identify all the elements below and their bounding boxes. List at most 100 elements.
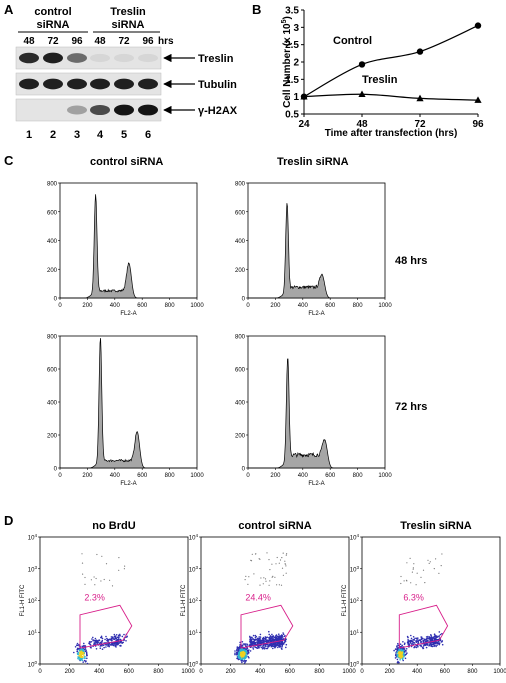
- y-tick-label: 104: [28, 533, 38, 542]
- event-dot: [260, 639, 263, 642]
- event-dot: [80, 653, 82, 656]
- event-dot: [407, 642, 410, 645]
- event-dot: [428, 636, 431, 638]
- event-dot: [263, 648, 266, 650]
- event-dot: [261, 647, 264, 650]
- event-dot: [78, 653, 81, 655]
- event-dot: [262, 636, 265, 639]
- event-dot: [93, 639, 96, 642]
- event-dot: [285, 638, 287, 641]
- event-dot: [266, 636, 269, 638]
- event-dot: [101, 637, 104, 640]
- event-dot: [425, 646, 428, 649]
- event-dot: [285, 554, 287, 556]
- event-dot: [80, 659, 82, 661]
- event-dot: [78, 649, 81, 652]
- control-group-label-2: siRNA: [36, 19, 69, 31]
- event-dot: [83, 659, 86, 662]
- event-dot: [397, 642, 399, 645]
- event-dot: [403, 652, 405, 655]
- event-dot: [286, 553, 288, 555]
- event-dot: [276, 635, 279, 638]
- histogram-frame: [247, 335, 386, 469]
- event-dot: [396, 658, 399, 661]
- event-dot: [251, 641, 253, 644]
- y-tick-label: 0.5: [285, 110, 299, 121]
- event-dot: [412, 640, 414, 643]
- event-dot: [410, 634, 412, 637]
- event-dot: [258, 558, 260, 560]
- x-tick-label: 600: [325, 473, 336, 479]
- event-dot: [284, 560, 286, 562]
- event-dot: [78, 654, 80, 657]
- event-dot: [430, 644, 433, 646]
- event-dot: [274, 576, 276, 578]
- timepoint-label: 72: [118, 36, 130, 47]
- event-dot: [259, 636, 262, 638]
- event-dot: [252, 638, 254, 640]
- event-dot: [250, 643, 252, 646]
- event-dot: [250, 639, 253, 642]
- x-tick-label: 800: [467, 669, 478, 675]
- event-dot: [412, 638, 415, 641]
- blot-band: [114, 104, 134, 116]
- x-tick-label: 600: [440, 669, 451, 675]
- event-dot: [415, 641, 418, 643]
- event-dot: [417, 640, 420, 643]
- event-dot: [260, 577, 262, 579]
- event-dot: [259, 642, 262, 644]
- event-dot: [412, 567, 414, 569]
- event-dot: [269, 580, 271, 582]
- event-dot: [110, 643, 113, 646]
- y-tick-label: 600: [235, 210, 246, 216]
- event-dot: [238, 651, 240, 654]
- event-dot: [266, 647, 269, 650]
- event-dot: [438, 631, 441, 633]
- event-dot: [101, 555, 103, 557]
- event-dot: [245, 575, 247, 578]
- event-dot: [253, 642, 256, 644]
- event-dot: [281, 634, 284, 637]
- event-dot: [402, 641, 404, 643]
- event-dot: [274, 646, 276, 649]
- y-tick-label: 102: [28, 597, 38, 606]
- event-dot: [436, 636, 439, 638]
- x-tick-label: 72: [414, 119, 426, 130]
- blot-band: [114, 78, 134, 90]
- event-dot: [123, 568, 125, 570]
- event-dot: [253, 638, 256, 641]
- x-tick-label: 1000: [378, 303, 392, 309]
- x-tick-label: 0: [58, 303, 62, 309]
- x-tick-label: 400: [298, 303, 309, 309]
- event-dot: [244, 579, 246, 581]
- event-dot: [273, 636, 276, 639]
- y-tick-label: 3.5: [285, 6, 299, 17]
- event-dot: [430, 635, 433, 637]
- event-dot: [245, 651, 248, 653]
- event-dot: [238, 647, 241, 649]
- data-point-treslin: [358, 90, 366, 98]
- event-dot: [79, 655, 82, 658]
- band-label-treslin: Treslin: [198, 53, 234, 65]
- event-dot: [121, 642, 123, 644]
- event-dot: [119, 633, 121, 636]
- event-dot: [254, 636, 257, 639]
- event-dot: [81, 553, 83, 555]
- y-tick-label: 102: [189, 597, 199, 606]
- event-dot: [76, 648, 79, 650]
- event-dot: [281, 557, 283, 559]
- event-dot: [441, 632, 443, 635]
- event-dot: [95, 641, 98, 643]
- event-dot: [244, 661, 247, 663]
- histogram-frame: [59, 335, 198, 469]
- event-dot: [125, 640, 127, 642]
- event-dot: [242, 643, 245, 645]
- event-dot: [120, 645, 122, 647]
- event-dot: [422, 641, 425, 643]
- event-dot: [76, 652, 79, 655]
- event-dot: [398, 654, 401, 657]
- y-tick-label: 600: [47, 368, 58, 374]
- event-dot: [84, 645, 87, 647]
- y-tick-label: 200: [47, 434, 58, 440]
